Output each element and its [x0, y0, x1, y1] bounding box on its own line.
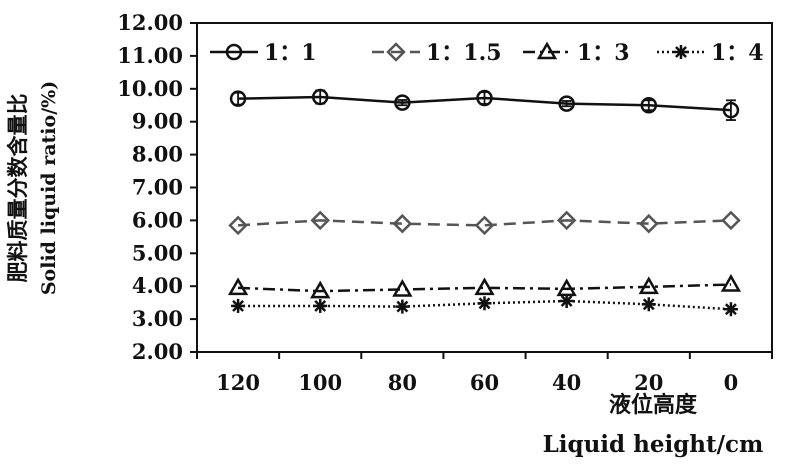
legend: 1：1 1：1.5 1：3 1：4 [210, 40, 764, 66]
legend-label: 1：4 [711, 40, 764, 66]
legend-marker [386, 42, 406, 62]
data-point-marker [722, 101, 740, 119]
legend-item-2: 1：1.5 [372, 40, 502, 66]
data-point-marker [227, 277, 249, 296]
data-point-marker [721, 210, 741, 231]
legend-item-3: 1：3 [523, 40, 630, 66]
series-line [237, 219, 731, 227]
x-tick-label: 100 [298, 370, 342, 395]
series-line [238, 283, 731, 293]
x-axis-ticks: 120 100 80 60 40 20 0 [196, 352, 773, 395]
data-point-marker [638, 276, 659, 295]
series-layer [227, 88, 742, 317]
legend-marker [225, 43, 243, 61]
data-point-marker [639, 213, 659, 234]
legend-label: 1：1.5 [426, 40, 502, 66]
data-point-marker [641, 297, 656, 312]
data-point-marker [640, 97, 658, 114]
data-point-marker [395, 299, 410, 314]
data-point-marker [310, 210, 330, 231]
x-tick-label: 0 [724, 370, 739, 395]
plot-area-frame [196, 22, 773, 353]
data-point-marker [229, 90, 247, 107]
series-2 [228, 210, 741, 236]
legend-item-4: 1：4 [657, 40, 764, 66]
data-point-marker [228, 215, 248, 236]
x-tick-label: 120 [216, 370, 260, 395]
data-point-marker [394, 94, 411, 111]
data-point-marker [311, 88, 329, 106]
legend-item-1: 1：1 [210, 40, 317, 66]
legend-label: 1：1 [264, 40, 317, 66]
legend-label: 1：3 [577, 40, 630, 66]
data-point-marker [392, 278, 413, 297]
data-point-marker [474, 277, 495, 296]
data-point-marker [476, 89, 493, 107]
data-point-marker [720, 274, 742, 292]
data-point-marker [313, 298, 328, 313]
x-tick-label: 20 [634, 370, 663, 395]
data-point-marker [556, 210, 577, 231]
x-tick-label: 60 [470, 370, 499, 395]
data-point-marker [310, 280, 331, 299]
legend-marker [674, 45, 688, 59]
x-tick-label: 40 [552, 370, 581, 395]
x-tick-label: 80 [388, 370, 417, 395]
series-4 [231, 294, 738, 317]
x-axis-title-english: Liquid height/cm [543, 431, 764, 458]
series-3 [227, 274, 742, 299]
data-point-marker [723, 302, 738, 317]
y-tick-label: 4.00 [132, 273, 183, 298]
y-tick-label: 5.00 [132, 240, 183, 265]
y-tick-label: 10.00 [117, 76, 183, 101]
y-tick-label: 12.00 [117, 10, 183, 35]
y-tick-label: 3.00 [132, 306, 183, 331]
legend-marker [536, 41, 558, 60]
y-axis-title-chinese: 肥料质量分数含量比 [5, 94, 30, 283]
y-tick-label: 2.00 [132, 339, 183, 364]
x-axis-title-chinese: 液位高度 [609, 392, 698, 418]
y-axis-ticks: 2.00 3.00 4.00 5.00 6.00 7.00 8.00 9.00 10.00 11.… [117, 10, 197, 364]
data-point-marker [558, 95, 575, 112]
data-point-marker [559, 294, 574, 309]
y-axis-title-english: Solid liquid ratio/%) [38, 81, 60, 295]
data-point-marker [392, 213, 413, 234]
y-tick-label: 9.00 [132, 109, 183, 134]
data-point-marker [474, 215, 495, 236]
y-tick-label: 8.00 [132, 142, 183, 167]
series-1 [229, 88, 740, 121]
data-point-marker [477, 296, 492, 311]
y-tick-label: 6.00 [132, 207, 183, 232]
y-tick-label: 11.00 [117, 43, 183, 68]
y-tick-label: 7.00 [132, 175, 183, 200]
data-point-marker [231, 298, 246, 313]
